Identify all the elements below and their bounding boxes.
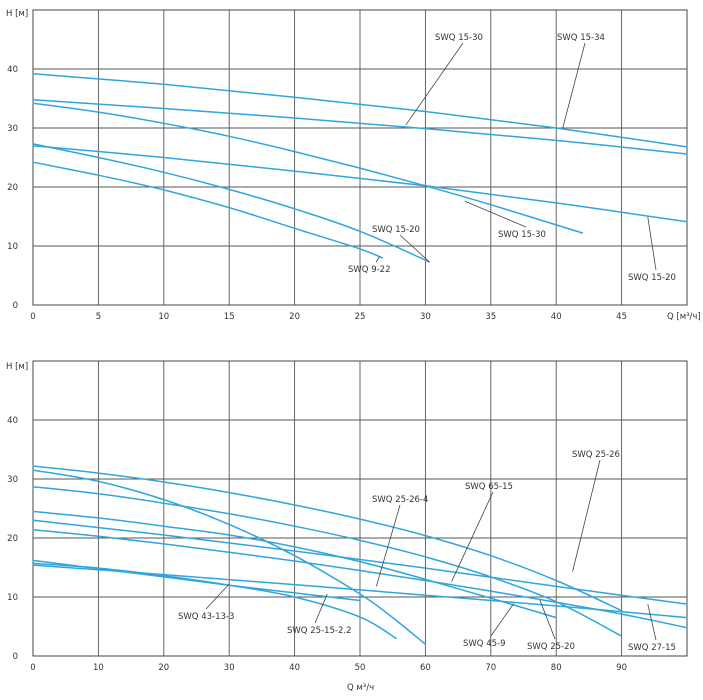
curve-swq-27-15	[32, 519, 688, 605]
curve-label: SWQ 45-9	[463, 639, 505, 649]
x-axis-label: Q м³/ч	[347, 683, 374, 693]
leader-line	[205, 583, 230, 610]
curve-swq-9-22	[32, 161, 383, 259]
curve-swq-45-9	[32, 564, 688, 619]
leader-line	[647, 603, 657, 641]
curve-label: SWQ 43-13-3	[178, 612, 234, 622]
leader-line	[451, 491, 494, 582]
x-tick-label: 10	[158, 312, 169, 322]
x-tick-label: 0	[30, 312, 35, 322]
curve-swq-15-30	[32, 98, 688, 155]
y-tick-label: 40	[7, 65, 18, 75]
curve-swq-15-34	[32, 72, 688, 148]
leader-line	[572, 459, 601, 572]
curve-label: SWQ 15-30	[435, 33, 483, 43]
y-tick-label: 10	[7, 242, 18, 252]
x-tick-label: 25	[355, 312, 366, 322]
x-tick-label: 20	[289, 312, 300, 322]
leader-line	[399, 234, 430, 263]
x-tick-label: 70	[485, 663, 496, 673]
x-tick-label: 30	[420, 312, 431, 322]
curve-label: SWQ 25-20	[527, 642, 575, 652]
y-tick-label: 20	[7, 534, 18, 544]
x-tick-label: 40	[551, 312, 562, 322]
curve-swq-25-26-4	[32, 469, 427, 645]
x-tick-label: 15	[224, 312, 235, 322]
x-tick-label: 10	[93, 663, 104, 673]
x-axis-label: Q [м³/ч]	[667, 312, 701, 322]
leader-line	[314, 593, 328, 624]
curve-label: SWQ 9-22	[348, 265, 390, 275]
curve-label: SWQ 27-15	[628, 643, 676, 653]
leader-line	[375, 504, 401, 587]
leader-line	[464, 200, 527, 228]
y-tick-label: 0	[13, 301, 18, 311]
chart-top: H [м] Q [м³/ч] 0 5 10 15 20 25 30 35 40 45 0 10 20 30…	[6, 9, 701, 322]
curve-label: SWQ 65-15	[465, 482, 513, 492]
x-tick-label: 0	[30, 663, 35, 673]
leader-line	[375, 256, 380, 263]
y-tick-label: 0	[13, 652, 18, 662]
curve-label: SWQ 15-20	[372, 225, 420, 235]
curve-label: SWQ 25-15-2.2	[287, 626, 351, 636]
leader-line	[405, 42, 464, 126]
curve-label: SWQ 15-20	[628, 273, 676, 283]
leader-line	[647, 217, 657, 271]
x-tick-label: 90	[616, 663, 627, 673]
x-tick-label: 45	[616, 312, 627, 322]
leader-line	[562, 42, 586, 129]
x-tick-label: 80	[551, 663, 562, 673]
curve-swq-25-20	[32, 510, 557, 619]
x-tick-label: 50	[355, 663, 366, 673]
leader-line	[539, 599, 556, 640]
x-tick-label: 30	[224, 663, 235, 673]
curve-swq-15-30	[32, 102, 584, 234]
y-tick-label: 10	[7, 593, 18, 603]
curve-label: SWQ 25-26	[572, 450, 620, 460]
curve-swq-15-20	[32, 144, 688, 223]
curve-label: SWQ 15-34	[557, 33, 605, 43]
y-tick-label: 30	[7, 475, 18, 485]
curve-swq-15-20	[32, 143, 431, 263]
leader-line	[490, 603, 515, 637]
curve-label: SWQ 15-30	[498, 230, 546, 240]
y-tick-label: 20	[7, 183, 18, 193]
y-axis-label: H [м]	[6, 9, 28, 19]
y-tick-label: 40	[7, 416, 18, 426]
curve-unlabeled	[32, 485, 622, 637]
chart-bottom: H [м] Q м³/ч 0 10 20 30 40 50 60 70 80 90 0 10 20 30 4…	[6, 360, 688, 693]
x-tick-label: 35	[485, 312, 496, 322]
x-tick-label: 20	[158, 663, 169, 673]
y-axis-label: H [м]	[6, 362, 28, 372]
x-tick-label: 5	[96, 312, 101, 322]
curve-label: SWQ 25-26-4	[372, 495, 428, 505]
x-tick-label: 60	[420, 663, 431, 673]
curve-swq-25-15-2-2	[32, 559, 361, 602]
x-tick-label: 40	[289, 663, 300, 673]
y-tick-label: 30	[7, 124, 18, 134]
plot-frame	[32, 9, 688, 306]
plot-frame	[32, 360, 688, 657]
curve-swq-25-26	[32, 465, 623, 612]
curve-swq-65-15	[32, 528, 688, 629]
